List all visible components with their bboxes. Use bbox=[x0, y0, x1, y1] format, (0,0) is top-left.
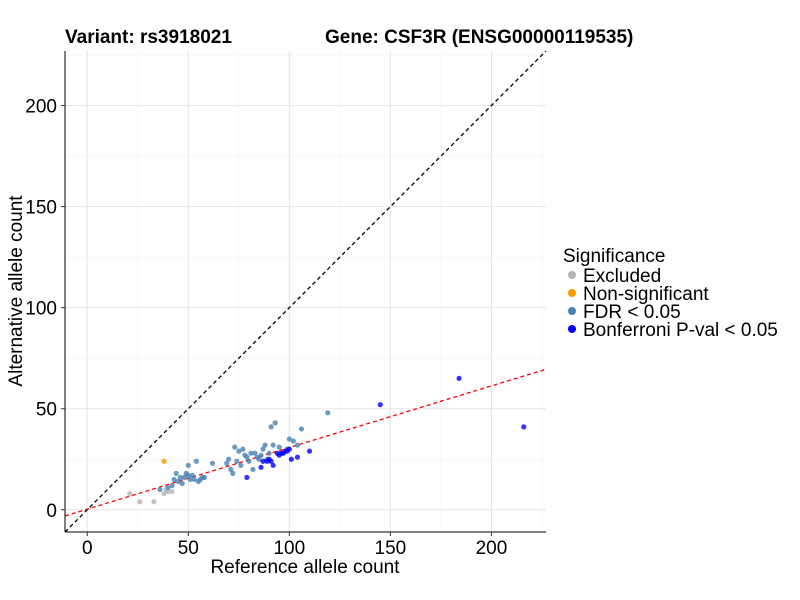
point-fdr-0-05 bbox=[252, 450, 258, 456]
point-fdr-0-05 bbox=[177, 474, 183, 481]
point-fdr-0-05 bbox=[256, 456, 262, 462]
point-excluded bbox=[137, 499, 143, 505]
point-fdr-0-05 bbox=[250, 466, 256, 472]
point-excluded bbox=[127, 491, 133, 497]
point-fdr-0-05 bbox=[236, 448, 242, 454]
point-fdr-0-05 bbox=[201, 474, 208, 481]
point-fdr-0-05 bbox=[157, 486, 163, 493]
point-fdr-0-05 bbox=[290, 438, 296, 444]
point-fdr-0-05 bbox=[244, 454, 250, 460]
point-bonferroni-p-val-0-05 bbox=[288, 456, 294, 462]
point-fdr-0-05 bbox=[181, 474, 187, 481]
point-excluded bbox=[165, 488, 171, 495]
point-excluded bbox=[169, 488, 175, 495]
identity-line bbox=[64, 50, 547, 533]
point-fdr-0-05 bbox=[276, 444, 282, 450]
point-fdr-0-05 bbox=[189, 472, 195, 479]
point-fdr-0-05 bbox=[185, 462, 191, 468]
point-fdr-0-05 bbox=[325, 410, 331, 416]
y-tick-label: 200 bbox=[25, 97, 57, 118]
point-fdr-0-05 bbox=[228, 466, 234, 472]
point-fdr-0-05 bbox=[224, 460, 230, 466]
legend-key bbox=[568, 289, 576, 297]
legend-key bbox=[568, 271, 576, 279]
point-fdr-0-05 bbox=[286, 436, 292, 442]
point-fdr-0-05 bbox=[226, 456, 232, 462]
legend-label: FDR < 0.05 bbox=[583, 302, 681, 323]
point-bonferroni-p-val-0-05 bbox=[260, 458, 266, 464]
legend-title: Significance bbox=[563, 246, 665, 267]
point-fdr-0-05 bbox=[187, 476, 193, 483]
point-fdr-0-05 bbox=[169, 482, 175, 489]
point-fdr-0-05 bbox=[193, 458, 199, 464]
legend-key bbox=[568, 325, 576, 333]
point-bonferroni-p-val-0-05 bbox=[268, 458, 274, 464]
y-axis-title: Alternative allele count bbox=[6, 195, 27, 387]
point-fdr-0-05 bbox=[173, 470, 179, 476]
point-fdr-0-05 bbox=[260, 446, 266, 452]
point-excluded bbox=[151, 499, 157, 505]
y-tick-label: 150 bbox=[25, 198, 57, 219]
x-tick-label: 200 bbox=[476, 538, 508, 559]
point-bonferroni-p-val-0-05 bbox=[521, 424, 527, 430]
point-bonferroni-p-val-0-05 bbox=[306, 448, 313, 454]
point-fdr-0-05 bbox=[238, 462, 244, 468]
point-fdr-0-05 bbox=[234, 458, 240, 464]
point-bonferroni-p-val-0-05 bbox=[244, 474, 250, 481]
point-fdr-0-05 bbox=[298, 426, 305, 432]
legend-key bbox=[568, 307, 576, 315]
point-fdr-0-05 bbox=[232, 444, 238, 450]
point-fdr-0-05 bbox=[185, 472, 191, 479]
x-tick-label: 100 bbox=[273, 538, 305, 559]
point-fdr-0-05 bbox=[248, 450, 254, 456]
point-fdr-0-05 bbox=[230, 470, 236, 476]
point-fdr-0-05 bbox=[270, 442, 276, 448]
point-fdr-0-05 bbox=[246, 458, 252, 464]
point-fdr-0-05 bbox=[262, 442, 268, 448]
point-fdr-0-05 bbox=[272, 420, 278, 426]
y-tick-label: 0 bbox=[46, 501, 57, 522]
x-tick-label: 50 bbox=[178, 538, 199, 559]
point-fdr-0-05 bbox=[171, 476, 177, 483]
y-tick-label: 100 bbox=[25, 299, 57, 320]
point-fdr-0-05 bbox=[240, 446, 246, 452]
point-fdr-0-05 bbox=[165, 484, 171, 491]
x-axis-title: Reference allele count bbox=[210, 557, 400, 578]
reference-lines bbox=[64, 50, 547, 533]
x-tick-label: 0 bbox=[82, 538, 93, 559]
point-non-significant bbox=[161, 458, 167, 464]
point-fdr-0-05 bbox=[258, 452, 264, 458]
point-fdr-0-05 bbox=[209, 460, 216, 466]
legend: Significance ExcludedNon-significantFDR … bbox=[563, 246, 778, 341]
point-fdr-0-05 bbox=[294, 442, 301, 448]
legend-label: Bonferroni P-val < 0.05 bbox=[583, 320, 778, 341]
point-bonferroni-p-val-0-05 bbox=[270, 462, 276, 468]
legend-label: Excluded bbox=[583, 266, 661, 287]
y-tick-label: 50 bbox=[36, 400, 57, 421]
x-tick-label: 150 bbox=[375, 538, 407, 559]
legend-label: Non-significant bbox=[583, 284, 709, 305]
x-axis-ticks: 0 50 100 150 200 bbox=[82, 532, 507, 559]
point-fdr-0-05 bbox=[191, 476, 197, 483]
data-points bbox=[127, 375, 527, 505]
point-bonferroni-p-val-0-05 bbox=[377, 402, 383, 408]
point-bonferroni-p-val-0-05 bbox=[258, 464, 264, 470]
point-fdr-0-05 bbox=[179, 480, 185, 487]
point-bonferroni-p-val-0-05 bbox=[456, 375, 462, 382]
point-bonferroni-p-val-0-05 bbox=[294, 454, 301, 460]
plot-panel bbox=[64, 50, 547, 533]
y-axis-ticks: 0 50 100 150 200 bbox=[25, 97, 65, 522]
point-fdr-0-05 bbox=[175, 478, 181, 485]
chart-title-variant: Variant: rs3918021 bbox=[65, 27, 232, 48]
grid-lines bbox=[65, 51, 546, 532]
point-excluded bbox=[161, 491, 167, 497]
chart-title-gene: Gene: CSF3R (ENSG00000119535) bbox=[325, 27, 633, 48]
point-bonferroni-p-val-0-05 bbox=[286, 446, 292, 452]
point-fdr-0-05 bbox=[266, 450, 272, 456]
point-fdr-0-05 bbox=[268, 424, 274, 430]
